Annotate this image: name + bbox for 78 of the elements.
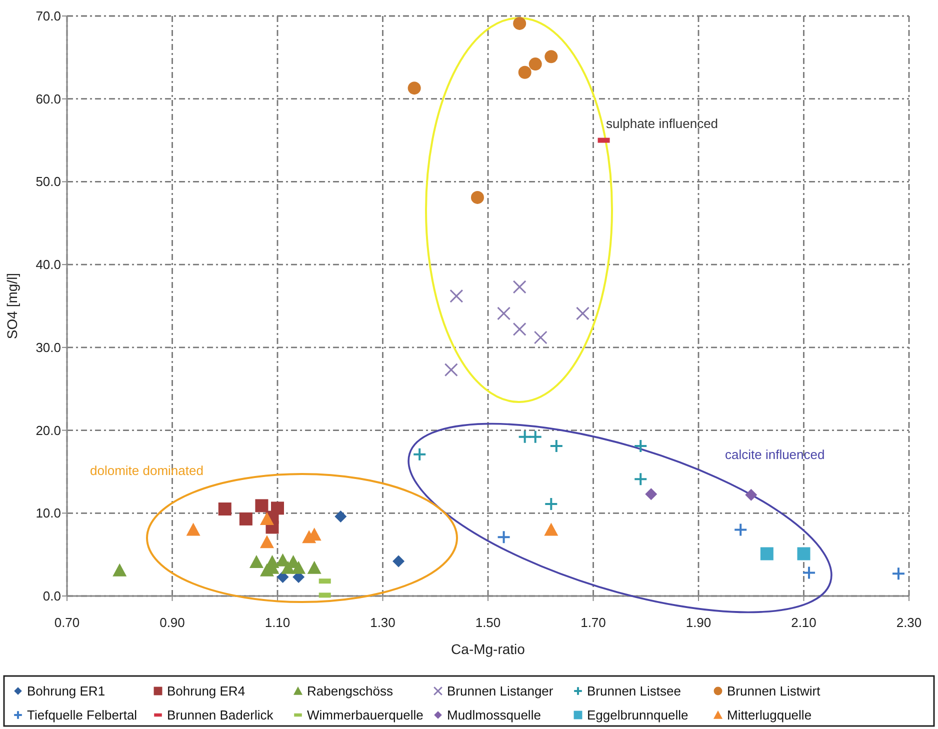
point	[218, 502, 232, 516]
legend-label: Eggelbrunnquelle	[587, 708, 688, 722]
point	[444, 363, 458, 377]
x-tick-label: 1.50	[475, 615, 501, 630]
x-tick-label: 1.30	[370, 615, 396, 630]
point	[760, 547, 774, 560]
point	[249, 555, 264, 568]
point	[518, 430, 532, 444]
point	[518, 66, 532, 79]
point	[239, 512, 252, 526]
point	[334, 510, 347, 522]
point	[497, 306, 511, 320]
point	[512, 322, 526, 336]
point	[112, 563, 127, 576]
point	[891, 566, 906, 581]
point	[260, 512, 274, 525]
point	[802, 566, 816, 580]
y-tick-label: 50.0	[36, 174, 61, 190]
y-tick-label: 0.0	[42, 588, 61, 604]
point	[260, 563, 274, 576]
point	[260, 535, 274, 548]
annotation: calcite influenced	[725, 447, 825, 462]
point	[292, 560, 306, 574]
x-tick-label: 0.70	[54, 615, 80, 630]
legend-label: Brunnen Listsee	[587, 684, 681, 698]
point	[645, 488, 658, 500]
point	[534, 330, 548, 344]
point	[255, 499, 268, 512]
x-tick-label: 1.70	[580, 615, 606, 630]
x-tick-label: 2.30	[896, 615, 922, 630]
point	[512, 280, 526, 294]
legend-label: Bohrung ER1	[27, 684, 106, 698]
point	[745, 488, 758, 501]
legend-label: Brunnen Baderlick	[167, 708, 274, 722]
legend-label: Brunnen Listanger	[447, 684, 554, 698]
x-tick-label: 2.10	[791, 615, 816, 630]
y-tick-label: 70.0	[36, 8, 61, 24]
point	[528, 430, 542, 444]
annotation: dolomite dominated	[90, 463, 204, 478]
point	[797, 547, 810, 560]
point	[470, 190, 484, 204]
point	[549, 439, 564, 454]
point	[281, 560, 296, 574]
x-axis-title: Ca-Mg-ratio	[451, 641, 526, 657]
point	[576, 306, 590, 320]
legend-label: Rabengschöss	[307, 684, 394, 698]
x-tick-label: 0.90	[160, 615, 185, 630]
legend-label: Mitterlugquelle	[727, 708, 812, 722]
point	[392, 555, 405, 568]
point	[544, 522, 558, 536]
point	[634, 439, 648, 454]
y-tick-label: 30.0	[36, 340, 61, 355]
x-tick-label: 1.10	[264, 615, 290, 630]
point	[513, 16, 526, 30]
x-tick-label: 1.90	[686, 615, 712, 630]
point	[271, 502, 284, 515]
point	[408, 82, 421, 95]
point	[544, 497, 558, 512]
annotation: sulphate influenced	[606, 116, 718, 131]
legend-label: Bohrung ER4	[167, 684, 246, 698]
legend-label: Brunnen Listwirt	[727, 684, 821, 698]
point	[307, 560, 322, 574]
legend-label: Wimmerbauerquelle	[307, 708, 424, 722]
y-tick-label: 60.0	[36, 91, 61, 106]
legend-label: Mudlmossquelle	[447, 708, 541, 722]
y-tick-label: 10.0	[36, 506, 61, 521]
point	[450, 289, 464, 303]
point	[634, 472, 648, 486]
y-tick-label: 40.0	[36, 257, 61, 272]
point	[496, 530, 511, 544]
point	[528, 58, 542, 71]
y-tick-label: 20.0	[36, 422, 61, 438]
point	[186, 522, 200, 536]
y-axis-title: SO4 [mg/l]	[4, 272, 20, 340]
point	[734, 522, 748, 537]
legend-label: Tiefquelle Felbertal	[27, 708, 138, 722]
point	[544, 50, 558, 64]
point	[412, 447, 427, 462]
